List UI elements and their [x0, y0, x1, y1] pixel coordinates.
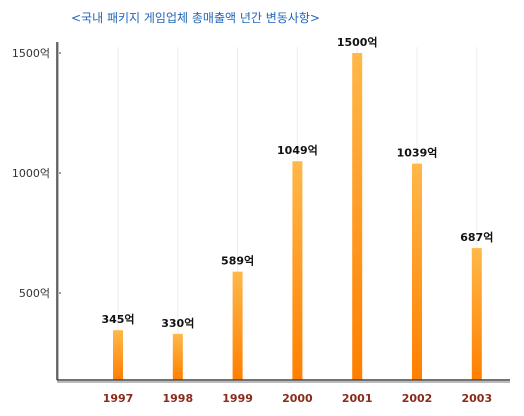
x-tick-label: 2002 [402, 392, 433, 405]
bar-1999 [232, 271, 243, 380]
x-tick-label: 1998 [162, 392, 193, 405]
data-label-1998: 330억 [161, 317, 194, 330]
x-axis-ticks: 1997 1998 1999 2000 2001 2002 2003 [103, 392, 492, 405]
bar-2000 [292, 161, 303, 380]
data-label-2003: 687억 [460, 231, 493, 244]
chart-title: <국내 패키지 게임업체 총매출액 년간 변동사항> [71, 11, 320, 25]
data-label-2001: 1500억 [337, 36, 378, 49]
data-label-2000: 1049억 [277, 144, 318, 157]
bar-2001 [352, 53, 363, 380]
y-tick-label: 500억 [19, 287, 50, 300]
y-tick-label: 1500억 [12, 47, 50, 60]
data-labels: 345억 330억 589억 1049억 1500억 1039억 687억 [101, 36, 493, 330]
data-label-1997: 345억 [101, 313, 134, 326]
bar-2002 [412, 163, 422, 380]
data-label-1999: 589억 [221, 255, 254, 268]
bar-1998 [172, 333, 183, 380]
bar-1997 [113, 330, 123, 380]
bars [113, 53, 482, 380]
x-tick-label: 2000 [282, 392, 313, 405]
x-tick-label: 2001 [342, 392, 373, 405]
x-tick-label: 2003 [461, 392, 492, 405]
bar-2003 [471, 248, 482, 380]
y-axis-ticks: 500억 1000억 1500억 [12, 47, 61, 300]
axes [56, 42, 510, 383]
x-tick-label: 1997 [103, 392, 134, 405]
y-tick-label: 1000억 [12, 167, 50, 180]
x-tick-label: 1999 [222, 392, 253, 405]
data-label-2002: 1039억 [397, 147, 438, 160]
